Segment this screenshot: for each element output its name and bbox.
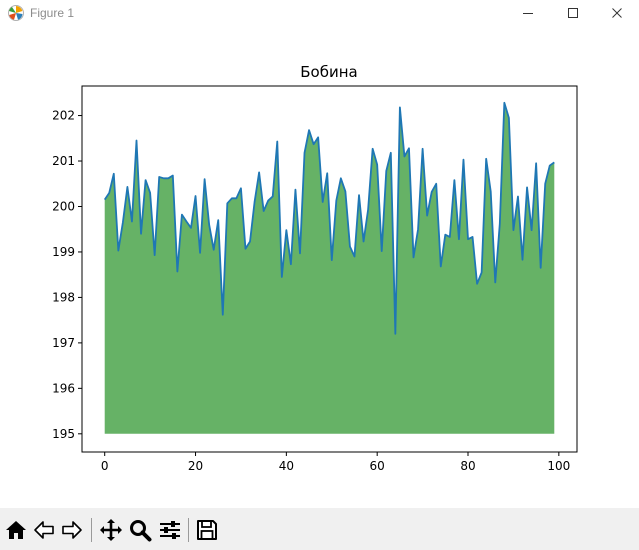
- close-icon: [612, 8, 622, 18]
- toolbar-separator: [188, 518, 189, 542]
- toolbar-separator: [91, 518, 92, 542]
- save-icon: [197, 520, 217, 540]
- figure-canvas[interactable]: Бобина 0 20 40 60 80 100 195 196 197 198 199 200 201…: [0, 26, 639, 508]
- x-tick-label: 20: [188, 459, 203, 473]
- matplotlib-icon: [8, 5, 24, 21]
- minimize-button[interactable]: [505, 0, 551, 26]
- forward-arrow-icon: [62, 521, 82, 539]
- home-icon: [6, 521, 26, 539]
- plot-area: Бобина 0 20 40 60 80 100 195 196 197 198 199 200 201…: [52, 63, 578, 473]
- x-tick-label: 40: [279, 459, 294, 473]
- series-line: [103, 101, 555, 335]
- axes-frame: [81, 85, 578, 453]
- configure-subplots-icon: [160, 521, 180, 539]
- window-title: Figure 1: [30, 6, 75, 20]
- y-tick-label: 202: [52, 109, 75, 123]
- back-button[interactable]: [30, 516, 58, 544]
- navigation-toolbar: [0, 508, 639, 550]
- y-tick-label: 198: [52, 290, 75, 304]
- y-tick-label: 200: [52, 199, 75, 213]
- pan-button[interactable]: [97, 516, 125, 544]
- configure-subplots-button[interactable]: [156, 516, 184, 544]
- maximize-icon: [568, 8, 578, 18]
- zoom-icon: [130, 520, 152, 542]
- home-button[interactable]: [2, 516, 30, 544]
- save-button[interactable]: [193, 516, 221, 544]
- y-tick-label: 195: [52, 427, 75, 441]
- y-tick-label: 196: [52, 381, 75, 395]
- y-tick-label: 201: [52, 154, 75, 168]
- pan-icon: [100, 519, 122, 541]
- x-tick-label: 100: [547, 459, 570, 473]
- x-tick-label: 0: [101, 459, 109, 473]
- maximize-button[interactable]: [550, 0, 596, 26]
- zoom-button[interactable]: [126, 516, 154, 544]
- close-button[interactable]: [594, 0, 639, 26]
- area-fill: [104, 102, 555, 434]
- chart-title: Бобина: [300, 63, 357, 81]
- x-tick-label: 60: [370, 459, 385, 473]
- y-tick-label: 199: [52, 245, 75, 259]
- minimize-icon: [523, 13, 533, 14]
- back-arrow-icon: [34, 521, 54, 539]
- x-tick-label: 80: [460, 459, 475, 473]
- y-tick-label: 197: [52, 336, 75, 350]
- window-titlebar: Figure 1: [0, 0, 639, 26]
- forward-button[interactable]: [58, 516, 86, 544]
